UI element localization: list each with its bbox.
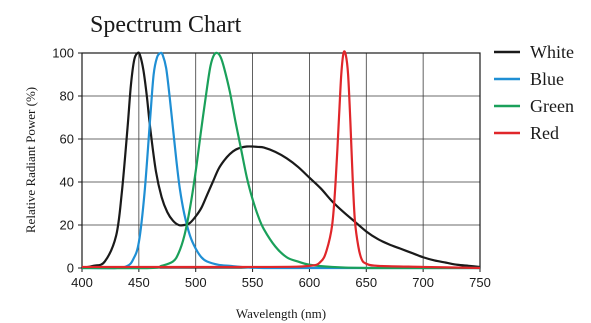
y-tick-label: 80	[60, 89, 74, 104]
series-line-white	[81, 51, 481, 270]
legend-label-green: Green	[530, 96, 574, 116]
y-tick-label: 20	[60, 218, 74, 233]
x-tick-label: 600	[299, 275, 321, 290]
plot-frame	[81, 52, 481, 269]
series-line-red	[81, 50, 481, 270]
legend-label-blue: Blue	[530, 69, 564, 89]
legend-label-white: White	[530, 42, 574, 62]
legend-label-red: Red	[530, 123, 559, 143]
x-tick-label: 400	[71, 275, 93, 290]
series-line-blue	[81, 51, 480, 270]
y-tick-label: 40	[60, 175, 74, 190]
x-tick-label: 450	[128, 275, 150, 290]
y-tick-label: 0	[67, 261, 74, 276]
y-tick-label: 60	[60, 132, 74, 147]
series-lines	[81, 50, 481, 270]
x-tick-label: 550	[242, 275, 264, 290]
y-axis-label: Relative Radiant Power (%)	[23, 87, 38, 233]
legend: White Blue Green Red	[494, 42, 574, 143]
x-axis-label: Wavelength (nm)	[236, 306, 326, 321]
x-tick-label: 500	[185, 275, 207, 290]
axis-ticks: 400 450 500 550 600 650 700 750 0 20 40 60 80 100	[52, 46, 491, 291]
x-tick-label: 750	[469, 275, 491, 290]
grid	[82, 53, 480, 268]
series-line-green	[81, 51, 480, 270]
x-tick-label: 700	[412, 275, 434, 290]
chart-title: Spectrum Chart	[90, 12, 242, 38]
y-tick-label: 100	[52, 46, 74, 61]
x-tick-label: 650	[355, 275, 377, 290]
